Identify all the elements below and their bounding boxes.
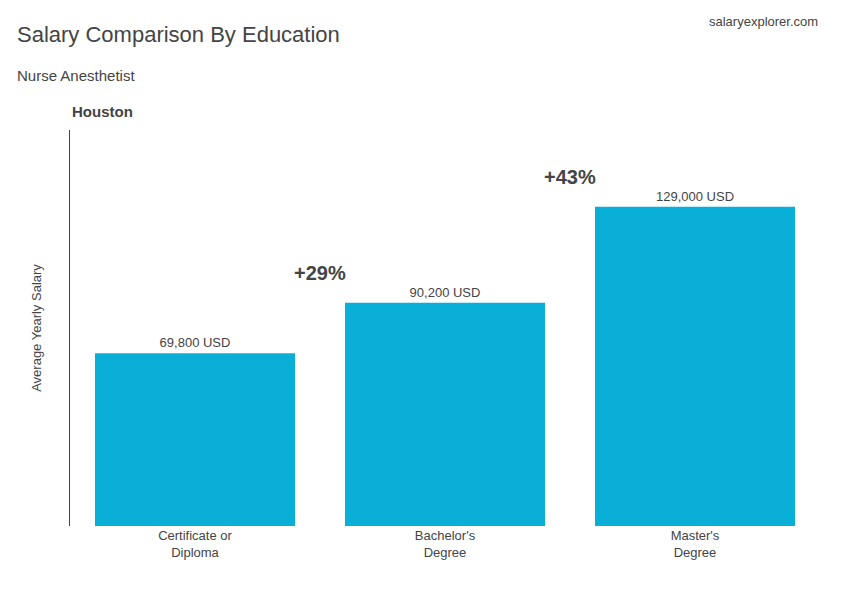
svg-text:Average Yearly Salary: Average Yearly Salary bbox=[29, 264, 44, 392]
svg-text:69,800 USD: 69,800 USD bbox=[160, 335, 231, 350]
svg-text:Bachelor'sDegree: Bachelor'sDegree bbox=[415, 528, 476, 560]
svg-text:Nurse Anesthetist: Nurse Anesthetist bbox=[17, 67, 135, 84]
svg-text:salaryexplorer.com: salaryexplorer.com bbox=[709, 14, 818, 29]
svg-text:Master'sDegree: Master'sDegree bbox=[671, 528, 720, 560]
svg-text:Certificate orDiploma: Certificate orDiploma bbox=[158, 528, 232, 560]
svg-text:129,000 USD: 129,000 USD bbox=[656, 189, 734, 204]
svg-text:+29%: +29% bbox=[294, 262, 346, 284]
svg-text:+43%: +43% bbox=[544, 166, 596, 188]
svg-text:90,200 USD: 90,200 USD bbox=[410, 285, 481, 300]
svg-text:Salary Comparison By Education: Salary Comparison By Education bbox=[17, 22, 340, 47]
svg-text:Houston: Houston bbox=[72, 103, 133, 120]
